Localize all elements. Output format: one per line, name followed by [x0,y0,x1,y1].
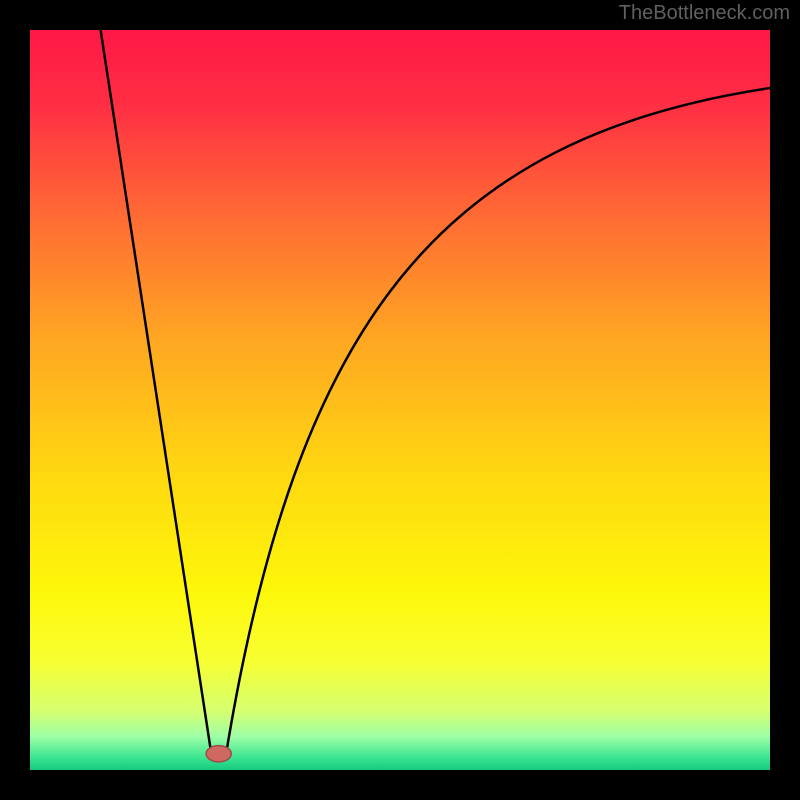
bottleneck-chart [0,0,800,800]
chart-frame: TheBottleneck.com [0,0,800,800]
watermark-text: TheBottleneck.com [619,2,790,25]
